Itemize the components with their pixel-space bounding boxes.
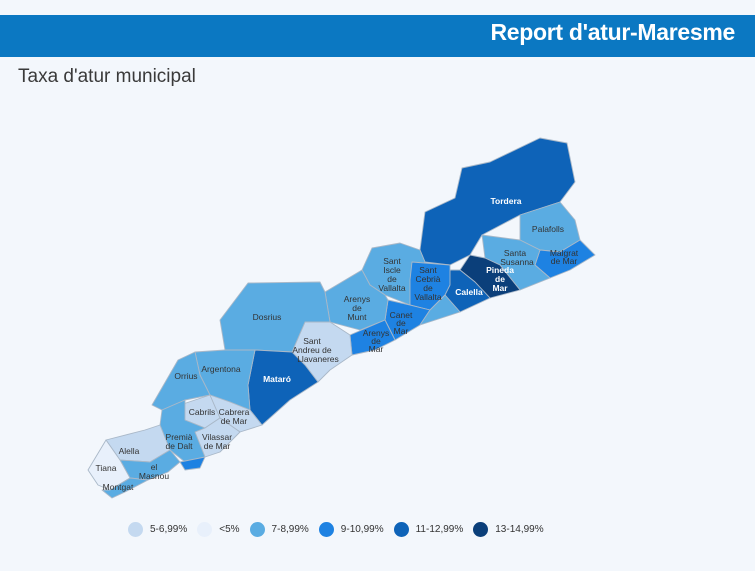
region-premia-dalt[interactable] bbox=[159, 399, 206, 463]
map-subtitle: Taxa d'atur municipal bbox=[18, 66, 196, 87]
label-palafolls: Palafolls bbox=[532, 224, 564, 234]
region-montgat[interactable] bbox=[101, 477, 149, 499]
legend-item[interactable]: 11-12,99% bbox=[393, 521, 464, 537]
label-canet: Canet de Mar bbox=[390, 310, 413, 336]
legend-item[interactable]: 13-14,99% bbox=[473, 521, 544, 537]
label-santa-susanna: Santa Susanna bbox=[500, 248, 534, 267]
label-vilassar: Vilassar de Mar bbox=[202, 432, 232, 451]
label-mataro: Mataró bbox=[263, 374, 291, 384]
legend-swatch bbox=[128, 521, 143, 537]
region-coast-strip[interactable] bbox=[419, 294, 461, 326]
label-santa-susanna-1: Santa bbox=[504, 248, 526, 258]
legend-swatch bbox=[249, 521, 265, 537]
region-tordera[interactable] bbox=[419, 137, 576, 266]
label-sant-iscle: Sant Iscle de Vallalta bbox=[378, 256, 406, 293]
legend-swatch bbox=[318, 521, 334, 537]
legend-label: 5-6,99% bbox=[150, 523, 188, 535]
label-pineda: Pineda de Mar bbox=[486, 265, 514, 293]
label-calella: Calella bbox=[455, 287, 483, 297]
legend-item[interactable]: 5-6,99% bbox=[128, 521, 188, 537]
label-malgrat: Malgrat de Mar bbox=[550, 248, 579, 266]
label-masnou: el Masnou bbox=[139, 462, 170, 481]
legend-swatch bbox=[197, 521, 213, 537]
label-orrius: Orrius bbox=[174, 371, 197, 381]
label-alella: Alella bbox=[119, 446, 140, 456]
label-sant-andreu: Sant Andreu de Llavaneres bbox=[292, 336, 338, 364]
label-cabrera: Cabrera de Mar bbox=[219, 407, 250, 426]
legend-label: 9-10,99% bbox=[340, 523, 384, 535]
region-arenys-munt[interactable] bbox=[324, 269, 389, 331]
legend-label: 11-12,99% bbox=[415, 523, 464, 535]
report-title: Report d'atur-Maresme bbox=[490, 19, 735, 45]
label-dosrius: Dosrius bbox=[253, 312, 282, 322]
legend-item[interactable]: 9-10,99% bbox=[318, 521, 384, 537]
legend-item[interactable]: 7-8,99% bbox=[249, 521, 309, 537]
label-cabrils: Cabrils bbox=[189, 407, 215, 417]
legend-label: 13-14,99% bbox=[495, 523, 544, 535]
label-tordera: Tordera bbox=[490, 196, 521, 206]
legend-label: <5% bbox=[219, 523, 240, 535]
legend-item[interactable]: <5% bbox=[197, 521, 240, 537]
legend-swatch bbox=[473, 521, 489, 537]
label-tiana: Tiana bbox=[96, 463, 117, 473]
legend-swatch bbox=[393, 521, 409, 537]
region-premia-mar[interactable] bbox=[179, 456, 206, 471]
header-banner: Report d'atur-Maresme bbox=[0, 15, 755, 57]
label-sant-cebria: Sant Cebrià de Vallalta bbox=[414, 265, 442, 302]
label-argentona: Argentona bbox=[201, 364, 240, 374]
label-montgat: Montgat bbox=[103, 482, 134, 492]
legend-label: 7-8,99% bbox=[271, 523, 309, 535]
map-legend: 5-6,99% <5% 7-8,99% 9-10,99% 11-12,99% 1… bbox=[128, 520, 554, 538]
label-arenys-munt: Arenys de Munt bbox=[344, 294, 370, 322]
label-premia-dalt: Premià de Dalt bbox=[166, 432, 194, 451]
label-arenys-mar: Arenys de Mar bbox=[363, 328, 389, 354]
